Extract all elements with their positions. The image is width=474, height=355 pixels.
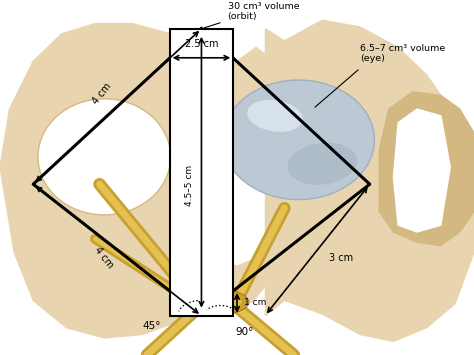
Ellipse shape [38,99,171,215]
Polygon shape [393,109,450,232]
Text: 2.5 cm: 2.5 cm [185,39,218,49]
Polygon shape [0,24,201,338]
Text: 3 cm: 3 cm [329,253,354,263]
Polygon shape [175,29,284,123]
Ellipse shape [288,143,357,185]
Text: 1 cm: 1 cm [244,298,266,307]
Text: 4 cm: 4 cm [91,81,113,106]
Ellipse shape [194,294,242,310]
Polygon shape [152,235,322,316]
Ellipse shape [187,289,249,315]
Text: 4 cm: 4 cm [93,245,116,270]
Text: 45°: 45° [142,321,161,331]
Text: 90°: 90° [235,327,253,337]
Ellipse shape [247,100,302,132]
Ellipse shape [223,80,374,200]
Text: 30 cm³ volume
(orbit): 30 cm³ volume (orbit) [228,1,299,21]
Polygon shape [379,92,474,246]
Bar [170,29,233,316]
Polygon shape [265,20,474,342]
Text: 6.5–7 cm³ volume
(eye): 6.5–7 cm³ volume (eye) [360,44,446,63]
Text: 4.5–5 cm: 4.5–5 cm [185,165,194,207]
